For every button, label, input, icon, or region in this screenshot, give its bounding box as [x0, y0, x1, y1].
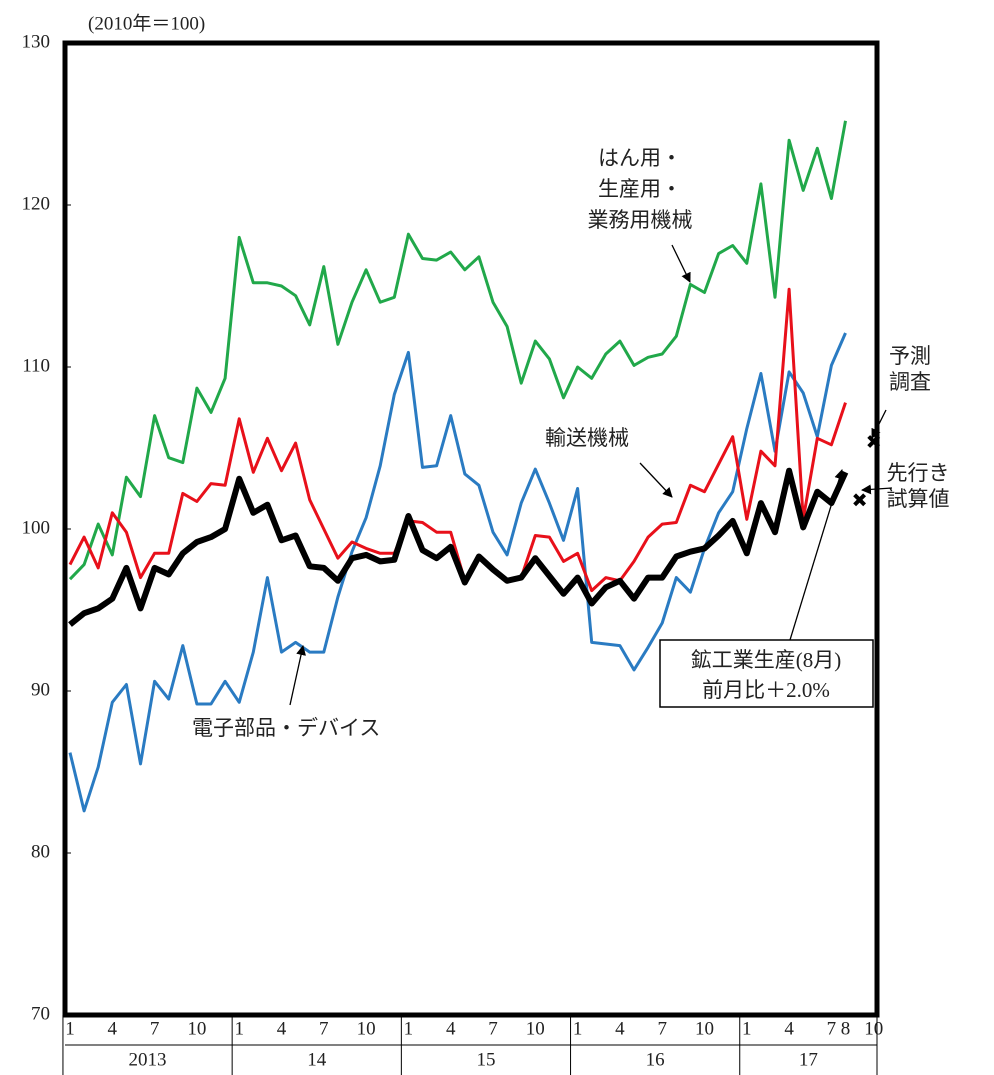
series-label: 試算値: [887, 487, 950, 511]
x-tick-label: 10: [187, 1018, 206, 1039]
x-tick-label: 7: [319, 1018, 329, 1039]
x-tick-label: 1: [65, 1018, 75, 1039]
x-tick-label: 7: [657, 1018, 667, 1039]
series-line: [68, 467, 849, 627]
series-label: 電子部品・デバイス: [192, 716, 380, 740]
plot-frame: [62, 40, 880, 1018]
x-tick-label: 4: [784, 1018, 794, 1039]
series-label: 調査: [889, 370, 931, 394]
year-label: 17: [799, 1049, 818, 1070]
series-label: 生産用・: [598, 177, 682, 201]
x-tick-label: 4: [108, 1018, 118, 1039]
annotation-arrow: [861, 484, 893, 495]
y-tick-label: 100: [22, 517, 51, 538]
forecast-marker: [853, 493, 867, 507]
series-label: 業務用機械: [588, 208, 693, 232]
series-line: [68, 120, 847, 581]
x-tick-label: 10: [357, 1018, 376, 1039]
x-tick-label: 1: [404, 1018, 414, 1039]
x-tick-label: 10: [695, 1018, 714, 1039]
x-tick-label: 7: [150, 1018, 160, 1039]
series-label: はん用・: [598, 146, 682, 170]
annotation-arrow: [639, 462, 673, 498]
annotation-arrow: [789, 469, 845, 641]
y-tick-label: 70: [31, 1003, 50, 1024]
year-label: 14: [307, 1049, 327, 1070]
x-tick-label: 1: [234, 1018, 244, 1039]
x-tick-label: 7: [488, 1018, 498, 1039]
y-tick-label: 110: [22, 355, 50, 376]
x-tick-label: 4: [615, 1018, 625, 1039]
series-label: 輸送機械: [545, 426, 629, 450]
year-label: 15: [476, 1049, 495, 1070]
x-tick-label: 8: [841, 1018, 851, 1039]
series-label: 予測: [889, 344, 931, 368]
annotation-arrow: [871, 409, 887, 439]
series-label: 鉱工業生産(8月): [691, 648, 842, 672]
annotation-arrow: [671, 244, 691, 283]
y-tick-label: 130: [22, 31, 51, 52]
x-tick-label: 4: [277, 1018, 287, 1039]
x-tick-label: 10: [864, 1018, 883, 1039]
series-line: [68, 332, 847, 813]
annotation-box: [659, 639, 874, 708]
y-tick-label: 80: [31, 841, 50, 862]
unit-note: (2010年＝100): [88, 12, 205, 34]
x-tick-label: 1: [742, 1018, 752, 1039]
x-tick-label: 10: [526, 1018, 545, 1039]
y-tick-label: 90: [31, 679, 50, 700]
year-label: 2013: [129, 1049, 167, 1070]
x-tick-label: 7: [827, 1018, 837, 1039]
annotation-arrow: [289, 645, 306, 706]
year-label: 16: [646, 1049, 665, 1070]
x-tick-label: 4: [446, 1018, 456, 1039]
x-tick-label: 1: [573, 1018, 583, 1039]
series-label: 先行き: [887, 461, 950, 485]
series-label: 前月比＋2.0%: [702, 678, 830, 702]
y-tick-label: 120: [22, 193, 51, 214]
